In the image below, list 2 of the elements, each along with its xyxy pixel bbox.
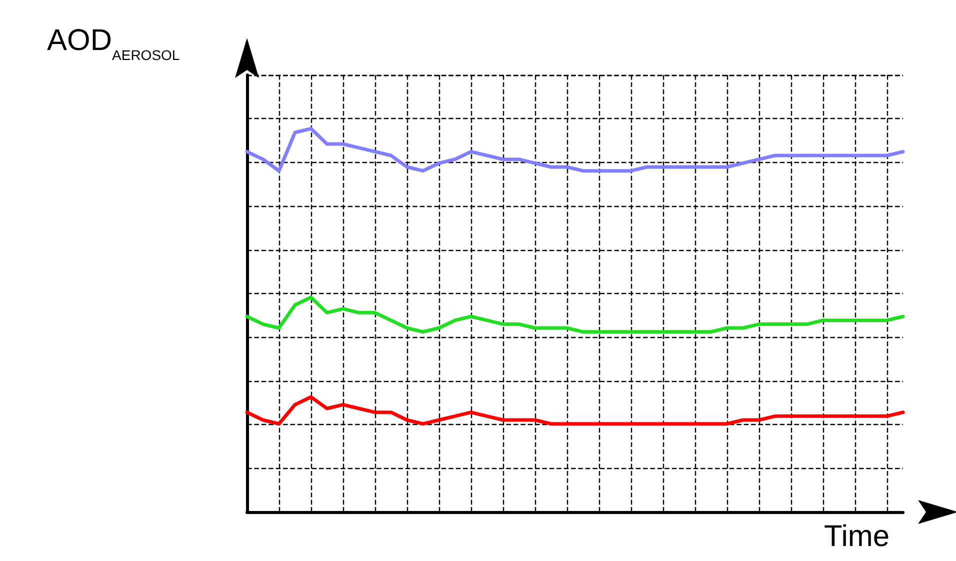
x-axis-title: Time: [824, 520, 890, 554]
y-axis-title: AOD$_{AEROSOL}$: [47, 24, 180, 63]
